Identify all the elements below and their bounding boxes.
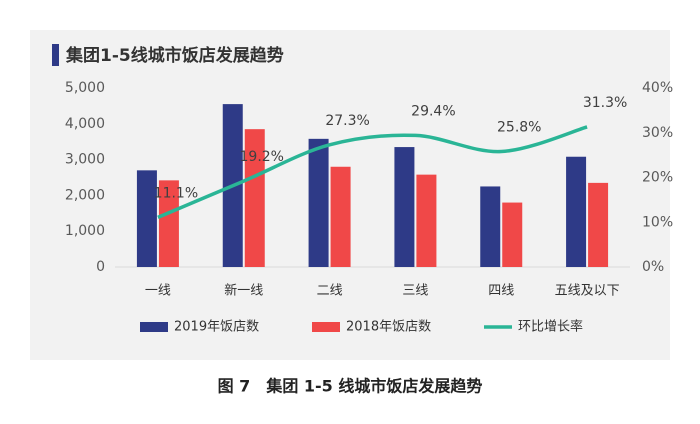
bar: [566, 156, 587, 267]
x-tick-label: 五线及以下: [555, 284, 620, 299]
caption: 图 7 集团 1-5 线城市饭店发展趋势: [218, 377, 483, 396]
data-label: 11.1%: [154, 185, 198, 201]
bar: [330, 166, 351, 267]
y2-tick-label: 0%: [642, 259, 664, 275]
y2-tick-label: 40%: [642, 80, 673, 96]
chart-title: 集团1-5线城市饭店发展趋势: [65, 45, 284, 66]
y2-tick-label: 30%: [642, 125, 673, 141]
data-label: 25.8%: [497, 120, 541, 136]
x-tick-label: 二线: [317, 284, 343, 299]
bar: [158, 180, 179, 267]
y-tick-label: 5,000: [65, 80, 105, 96]
y-tick-label: 3,000: [65, 152, 105, 168]
legend-swatch: [140, 322, 168, 332]
y-tick-label: 1,000: [65, 223, 105, 239]
x-tick-label: 三线: [402, 284, 428, 299]
bar: [308, 138, 329, 267]
legend-label: 2018年饭店数: [346, 320, 431, 335]
legend-label: 2019年饭店数: [174, 320, 259, 335]
legend-swatch: [312, 322, 340, 332]
y-tick-label: 0: [96, 259, 105, 275]
x-tick-label: 四线: [488, 284, 514, 299]
y2-tick-label: 10%: [642, 214, 673, 230]
line: [157, 125, 588, 219]
bar: [136, 170, 157, 267]
y2-tick-label: 20%: [642, 170, 673, 186]
data-label: 19.2%: [240, 149, 284, 165]
data-label: 29.4%: [411, 103, 455, 119]
bar: [416, 174, 437, 267]
bar: [244, 129, 265, 267]
y-tick-label: 4,000: [65, 116, 105, 132]
x-tick-label: 一线: [145, 284, 171, 299]
x-tick-label: 新一线: [224, 283, 263, 299]
y-tick-label: 2,000: [65, 187, 105, 203]
data-label: 31.3%: [583, 95, 627, 111]
bar: [394, 147, 415, 267]
legend-label: 环比增长率: [518, 319, 583, 335]
bar: [480, 186, 501, 267]
data-label: 27.3%: [325, 113, 369, 129]
bar: [588, 182, 609, 267]
title-marker: [52, 44, 59, 66]
bar: [502, 202, 523, 267]
